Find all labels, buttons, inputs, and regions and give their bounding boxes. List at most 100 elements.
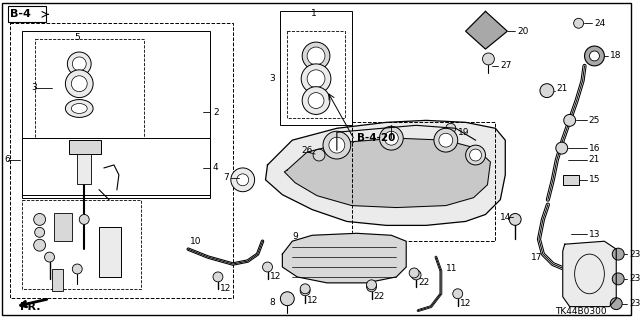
Text: 5: 5 xyxy=(74,33,80,42)
Circle shape xyxy=(434,128,458,152)
Bar xyxy=(22,200,141,289)
Text: 8: 8 xyxy=(269,298,275,307)
Circle shape xyxy=(385,131,398,145)
Polygon shape xyxy=(282,233,406,283)
Text: FR.: FR. xyxy=(20,302,40,312)
Text: 10: 10 xyxy=(190,237,202,246)
Circle shape xyxy=(34,213,45,226)
Bar xyxy=(51,269,63,291)
Circle shape xyxy=(300,284,310,294)
Circle shape xyxy=(573,18,584,28)
Text: 2: 2 xyxy=(213,108,219,117)
Text: 4: 4 xyxy=(213,163,219,173)
Circle shape xyxy=(262,262,273,272)
Circle shape xyxy=(483,53,494,65)
Bar xyxy=(35,39,143,138)
Text: 12: 12 xyxy=(220,284,231,293)
Circle shape xyxy=(65,70,93,98)
Text: 23: 23 xyxy=(629,249,640,259)
Circle shape xyxy=(452,289,463,299)
Text: TK44B0300: TK44B0300 xyxy=(555,307,607,316)
Circle shape xyxy=(302,87,330,115)
Bar xyxy=(69,140,101,154)
Bar xyxy=(287,31,345,118)
Circle shape xyxy=(380,126,403,150)
Text: 19: 19 xyxy=(458,128,469,137)
Text: 22: 22 xyxy=(418,278,429,287)
Bar xyxy=(8,6,45,22)
Circle shape xyxy=(72,264,82,274)
Bar xyxy=(99,227,121,277)
Circle shape xyxy=(45,252,54,262)
Text: 12: 12 xyxy=(307,296,319,305)
Text: 20: 20 xyxy=(517,27,529,36)
Circle shape xyxy=(439,133,452,147)
Text: 21: 21 xyxy=(589,155,600,165)
Circle shape xyxy=(307,70,325,88)
Text: 26: 26 xyxy=(301,145,312,155)
Circle shape xyxy=(540,84,554,98)
Circle shape xyxy=(446,123,456,133)
Circle shape xyxy=(329,137,345,153)
Polygon shape xyxy=(284,138,490,208)
Text: 11: 11 xyxy=(446,264,458,273)
Circle shape xyxy=(470,149,481,161)
Circle shape xyxy=(237,174,249,186)
Text: 12: 12 xyxy=(460,299,471,308)
Text: 25: 25 xyxy=(589,116,600,125)
Polygon shape xyxy=(466,11,508,49)
Circle shape xyxy=(367,282,376,292)
Circle shape xyxy=(67,52,91,76)
Bar xyxy=(352,122,495,241)
Bar xyxy=(10,23,233,298)
Circle shape xyxy=(589,51,600,61)
Circle shape xyxy=(72,57,86,71)
Circle shape xyxy=(301,64,331,93)
Bar xyxy=(77,154,91,184)
Text: 7: 7 xyxy=(223,173,228,182)
Text: 22: 22 xyxy=(374,292,385,301)
Circle shape xyxy=(35,227,45,237)
Circle shape xyxy=(231,168,255,192)
Text: 16: 16 xyxy=(589,144,600,152)
Circle shape xyxy=(611,298,622,310)
Text: 23: 23 xyxy=(629,299,640,308)
Text: 24: 24 xyxy=(595,19,605,28)
Circle shape xyxy=(313,149,325,161)
Text: 13: 13 xyxy=(589,230,600,239)
Circle shape xyxy=(280,292,294,306)
Circle shape xyxy=(612,273,624,285)
Circle shape xyxy=(308,93,324,108)
Text: 9: 9 xyxy=(292,232,298,241)
Circle shape xyxy=(323,131,351,159)
Polygon shape xyxy=(563,241,616,307)
Circle shape xyxy=(509,213,521,226)
Circle shape xyxy=(612,248,624,260)
Text: 1: 1 xyxy=(311,9,317,18)
Circle shape xyxy=(584,46,604,66)
Ellipse shape xyxy=(71,104,87,114)
Text: 18: 18 xyxy=(611,51,622,61)
Bar xyxy=(54,213,72,241)
Bar xyxy=(22,31,210,195)
Text: 12: 12 xyxy=(269,272,281,281)
Text: 21: 21 xyxy=(557,84,568,93)
Text: B-4: B-4 xyxy=(10,9,31,19)
Circle shape xyxy=(411,270,421,280)
Circle shape xyxy=(466,145,486,165)
Circle shape xyxy=(367,280,376,290)
Ellipse shape xyxy=(65,100,93,117)
Text: 6: 6 xyxy=(4,155,10,165)
Circle shape xyxy=(79,214,89,224)
Text: 17: 17 xyxy=(531,253,543,262)
Bar xyxy=(563,175,579,185)
Circle shape xyxy=(307,47,325,65)
Circle shape xyxy=(302,42,330,70)
Circle shape xyxy=(71,76,87,92)
Text: 3: 3 xyxy=(32,83,38,92)
Text: 15: 15 xyxy=(589,175,600,184)
Circle shape xyxy=(556,142,568,154)
Circle shape xyxy=(34,239,45,251)
Circle shape xyxy=(213,272,223,282)
Circle shape xyxy=(564,115,575,126)
